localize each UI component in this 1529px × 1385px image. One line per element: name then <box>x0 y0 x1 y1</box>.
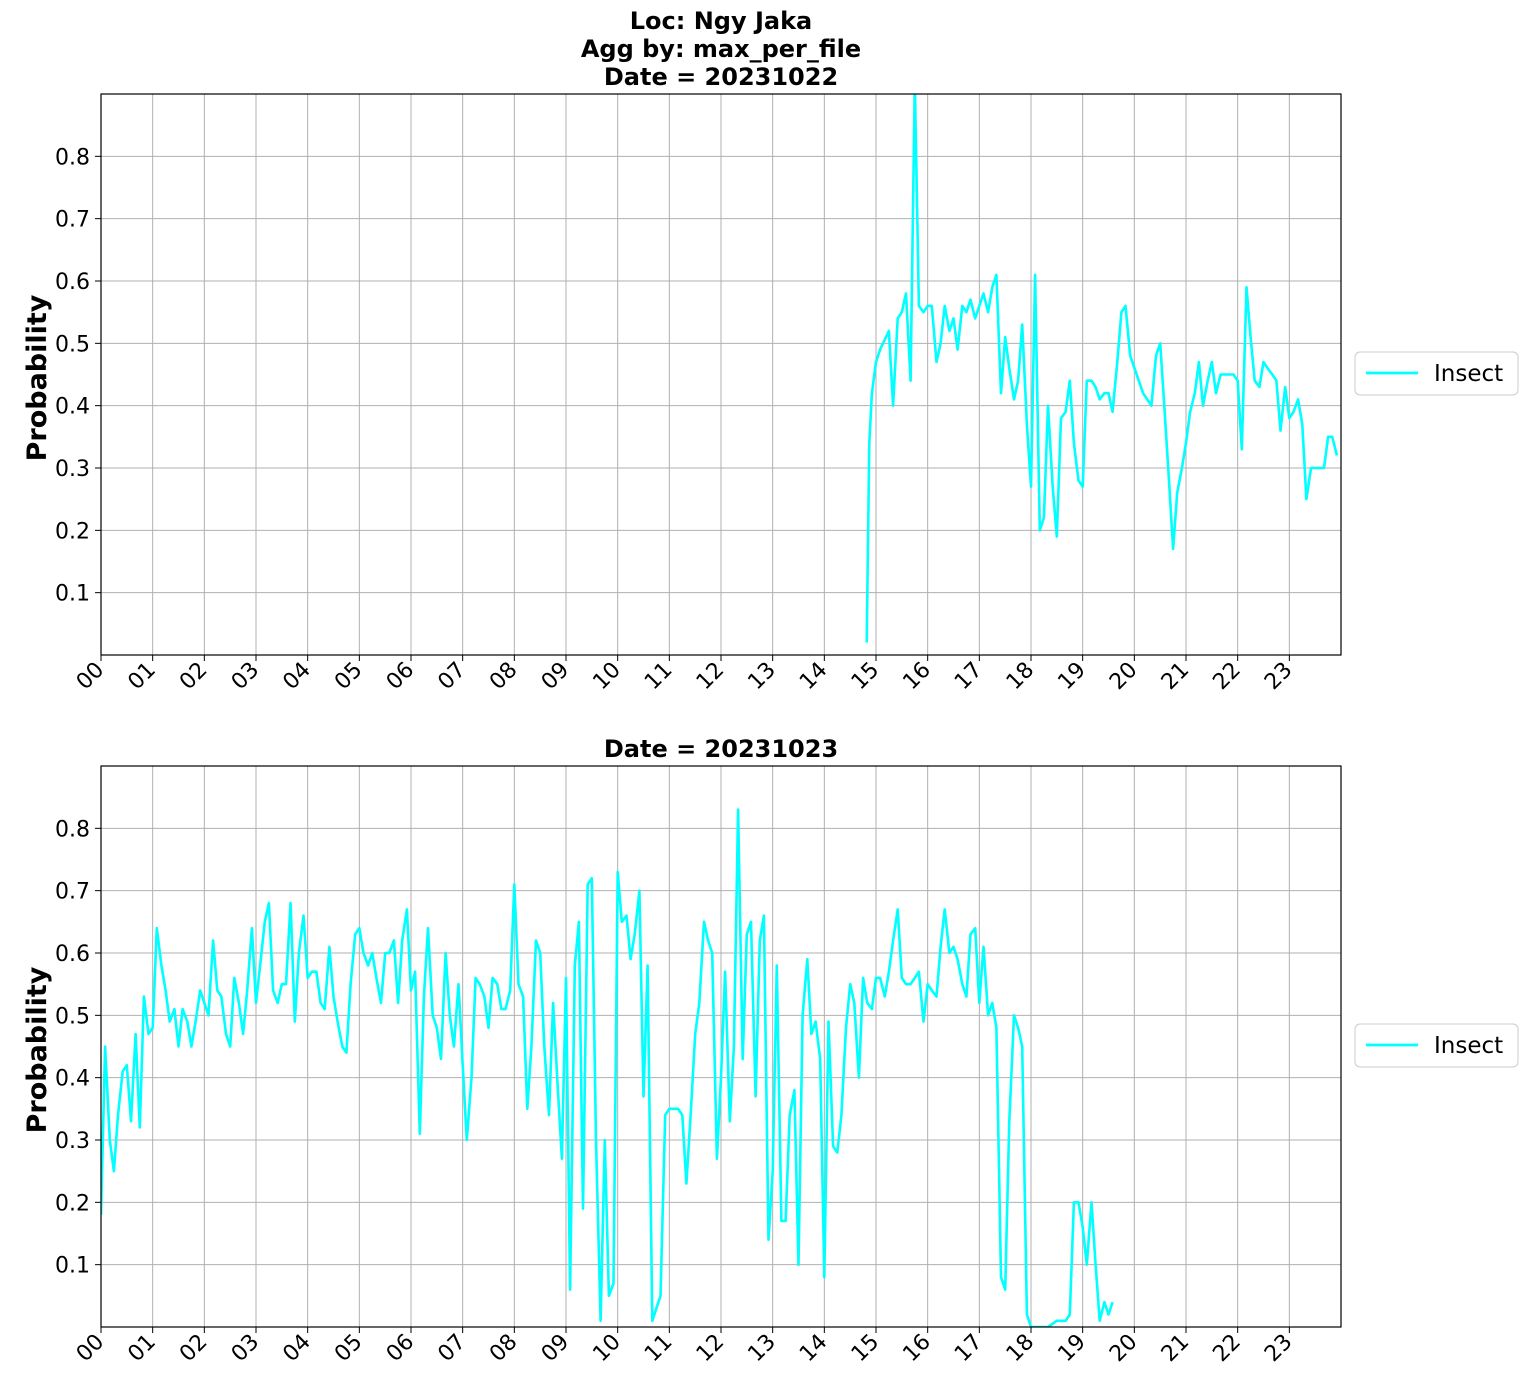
x-tick-label: 19 <box>1053 1330 1090 1367</box>
y-tick-label: 0.7 <box>55 208 90 233</box>
x-tick-label: 20 <box>1105 1330 1142 1367</box>
legend-box <box>1354 351 1519 396</box>
x-tick-label: 15 <box>847 658 884 695</box>
x-tick-label: 13 <box>743 658 780 695</box>
x-tick-label: 16 <box>898 658 935 695</box>
x-tick-label: 18 <box>1002 1330 1039 1367</box>
legend-box <box>1354 1023 1519 1068</box>
x-tick-label: 01 <box>123 1330 160 1367</box>
y-tick-label: 0.1 <box>55 582 90 607</box>
x-tick-label: 03 <box>227 1330 264 1367</box>
x-tick-label: 01 <box>123 658 160 695</box>
y-tick-label: 0.8 <box>55 145 90 170</box>
chart-title-line: Date = 20231022 <box>604 63 838 91</box>
y-tick-label: 0.5 <box>55 1004 90 1029</box>
x-tick-label: 07 <box>433 658 470 695</box>
x-tick-label: 04 <box>278 658 315 695</box>
x-tick-label: 02 <box>175 1330 212 1367</box>
x-tick-label: 22 <box>1208 1330 1245 1367</box>
x-tick-label: 17 <box>950 1330 987 1367</box>
y-tick-label: 0.7 <box>55 880 90 905</box>
x-tick-label: 00 <box>72 1330 109 1367</box>
chart-title-line: Date = 20231023 <box>604 735 838 763</box>
legend-label: Insect <box>1434 1033 1503 1059</box>
x-tick-label: 00 <box>72 658 109 695</box>
series-line-insect <box>101 808 1114 1327</box>
series-line-insect <box>865 94 1339 643</box>
x-tick-label: 10 <box>588 658 625 695</box>
x-tick-label: 12 <box>692 658 729 695</box>
x-tick-label: 09 <box>537 1330 574 1367</box>
chart-title-line: Loc: Ngy Jaka <box>630 7 813 35</box>
x-tick-label: 15 <box>847 1330 884 1367</box>
x-tick-label: 21 <box>1157 1330 1194 1367</box>
y-tick-label: 0.3 <box>55 1129 90 1154</box>
y-tick-label: 0.2 <box>55 1191 90 1216</box>
x-tick-label: 16 <box>898 1330 935 1367</box>
x-tick-label: 12 <box>692 1330 729 1367</box>
x-tick-label: 14 <box>795 1330 832 1367</box>
x-tick-label: 08 <box>485 658 522 695</box>
x-tick-label: 07 <box>433 1330 470 1367</box>
x-tick-label: 23 <box>1260 1330 1297 1367</box>
x-tick-label: 11 <box>640 1330 677 1367</box>
x-tick-label: 09 <box>537 658 574 695</box>
chart-title-line: Agg by: max_per_file <box>581 35 861 63</box>
legend: Insect <box>1354 1023 1519 1068</box>
legend-label: Insect <box>1434 361 1503 387</box>
x-tick-label: 20 <box>1105 658 1142 695</box>
y-tick-label: 0.3 <box>55 457 90 482</box>
y-tick-label: 0.8 <box>55 817 90 842</box>
y-tick-label: 0.6 <box>55 942 90 967</box>
x-tick-label: 06 <box>382 658 419 695</box>
x-tick-label: 02 <box>175 658 212 695</box>
x-tick-label: 04 <box>278 1330 315 1367</box>
x-tick-label: 08 <box>485 1330 522 1367</box>
x-tick-label: 13 <box>743 1330 780 1367</box>
y-tick-label: 0.1 <box>55 1254 90 1279</box>
x-tick-label: 05 <box>330 1330 367 1367</box>
x-tick-label: 23 <box>1260 658 1297 695</box>
y-axis-label: Probability <box>22 966 53 1133</box>
x-tick-label: 18 <box>1002 658 1039 695</box>
legend: Insect <box>1354 351 1519 396</box>
x-tick-label: 03 <box>227 658 264 695</box>
x-tick-label: 10 <box>588 1330 625 1367</box>
x-tick-label: 21 <box>1157 658 1194 695</box>
x-tick-label: 19 <box>1053 658 1090 695</box>
x-tick-label: 14 <box>795 658 832 695</box>
y-tick-label: 0.5 <box>55 332 90 357</box>
x-tick-label: 06 <box>382 1330 419 1367</box>
chart-panel-20231023: Date = 20231023 00 01 02 03 04 05 06 07 08 09 10 11 1… <box>22 735 1519 1367</box>
y-tick-label: 0.2 <box>55 519 90 544</box>
y-tick-label: 0.4 <box>55 395 90 420</box>
y-axis-label: Probability <box>22 294 53 461</box>
x-tick-label: 17 <box>950 658 987 695</box>
x-tick-label: 11 <box>640 658 677 695</box>
y-tick-label: 0.6 <box>55 270 90 295</box>
y-tick-label: 0.4 <box>55 1067 90 1092</box>
x-tick-label: 22 <box>1208 658 1245 695</box>
x-tick-label: 05 <box>330 658 367 695</box>
